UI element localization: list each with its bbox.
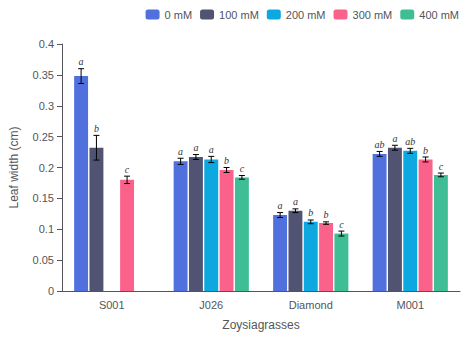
svg-text:0 mM: 0 mM bbox=[165, 9, 193, 21]
svg-text:0.15: 0.15 bbox=[33, 192, 54, 204]
svg-text:400 mM: 400 mM bbox=[419, 9, 459, 21]
svg-text:300 mM: 300 mM bbox=[353, 9, 393, 21]
svg-text:ab: ab bbox=[375, 139, 385, 150]
svg-text:200 mM: 200 mM bbox=[286, 9, 326, 21]
svg-text:0.05: 0.05 bbox=[33, 254, 54, 266]
svg-text:a: a bbox=[209, 144, 214, 155]
svg-text:c: c bbox=[439, 161, 444, 172]
svg-text:b: b bbox=[224, 155, 229, 166]
svg-text:0.35: 0.35 bbox=[33, 69, 54, 81]
svg-text:b: b bbox=[94, 123, 99, 134]
svg-text:Leaf width (cm): Leaf width (cm) bbox=[7, 126, 21, 208]
svg-text:a: a bbox=[193, 142, 198, 153]
svg-text:a: a bbox=[392, 133, 397, 144]
svg-text:b: b bbox=[324, 209, 329, 220]
svg-text:S001: S001 bbox=[99, 299, 125, 311]
svg-text:c: c bbox=[339, 219, 344, 230]
svg-text:J026: J026 bbox=[199, 299, 223, 311]
svg-text:0.3: 0.3 bbox=[39, 100, 54, 112]
svg-text:0.25: 0.25 bbox=[33, 131, 54, 143]
svg-text:0.4: 0.4 bbox=[39, 38, 54, 50]
svg-text:0.2: 0.2 bbox=[39, 162, 54, 174]
svg-text:a: a bbox=[293, 196, 298, 207]
svg-text:c: c bbox=[240, 163, 245, 174]
svg-text:a: a bbox=[278, 200, 283, 211]
svg-text:Diamond: Diamond bbox=[289, 299, 333, 311]
svg-text:Zoysiagrasses: Zoysiagrasses bbox=[222, 318, 299, 332]
svg-text:0: 0 bbox=[48, 285, 54, 297]
svg-text:b: b bbox=[308, 207, 313, 218]
svg-text:M001: M001 bbox=[396, 299, 424, 311]
svg-text:c: c bbox=[125, 164, 130, 175]
svg-text:0.1: 0.1 bbox=[39, 223, 54, 235]
svg-text:100 mM: 100 mM bbox=[219, 9, 259, 21]
svg-text:b: b bbox=[423, 145, 428, 156]
svg-text:ab: ab bbox=[405, 136, 415, 147]
svg-text:a: a bbox=[178, 146, 183, 157]
svg-text:a: a bbox=[79, 56, 84, 67]
